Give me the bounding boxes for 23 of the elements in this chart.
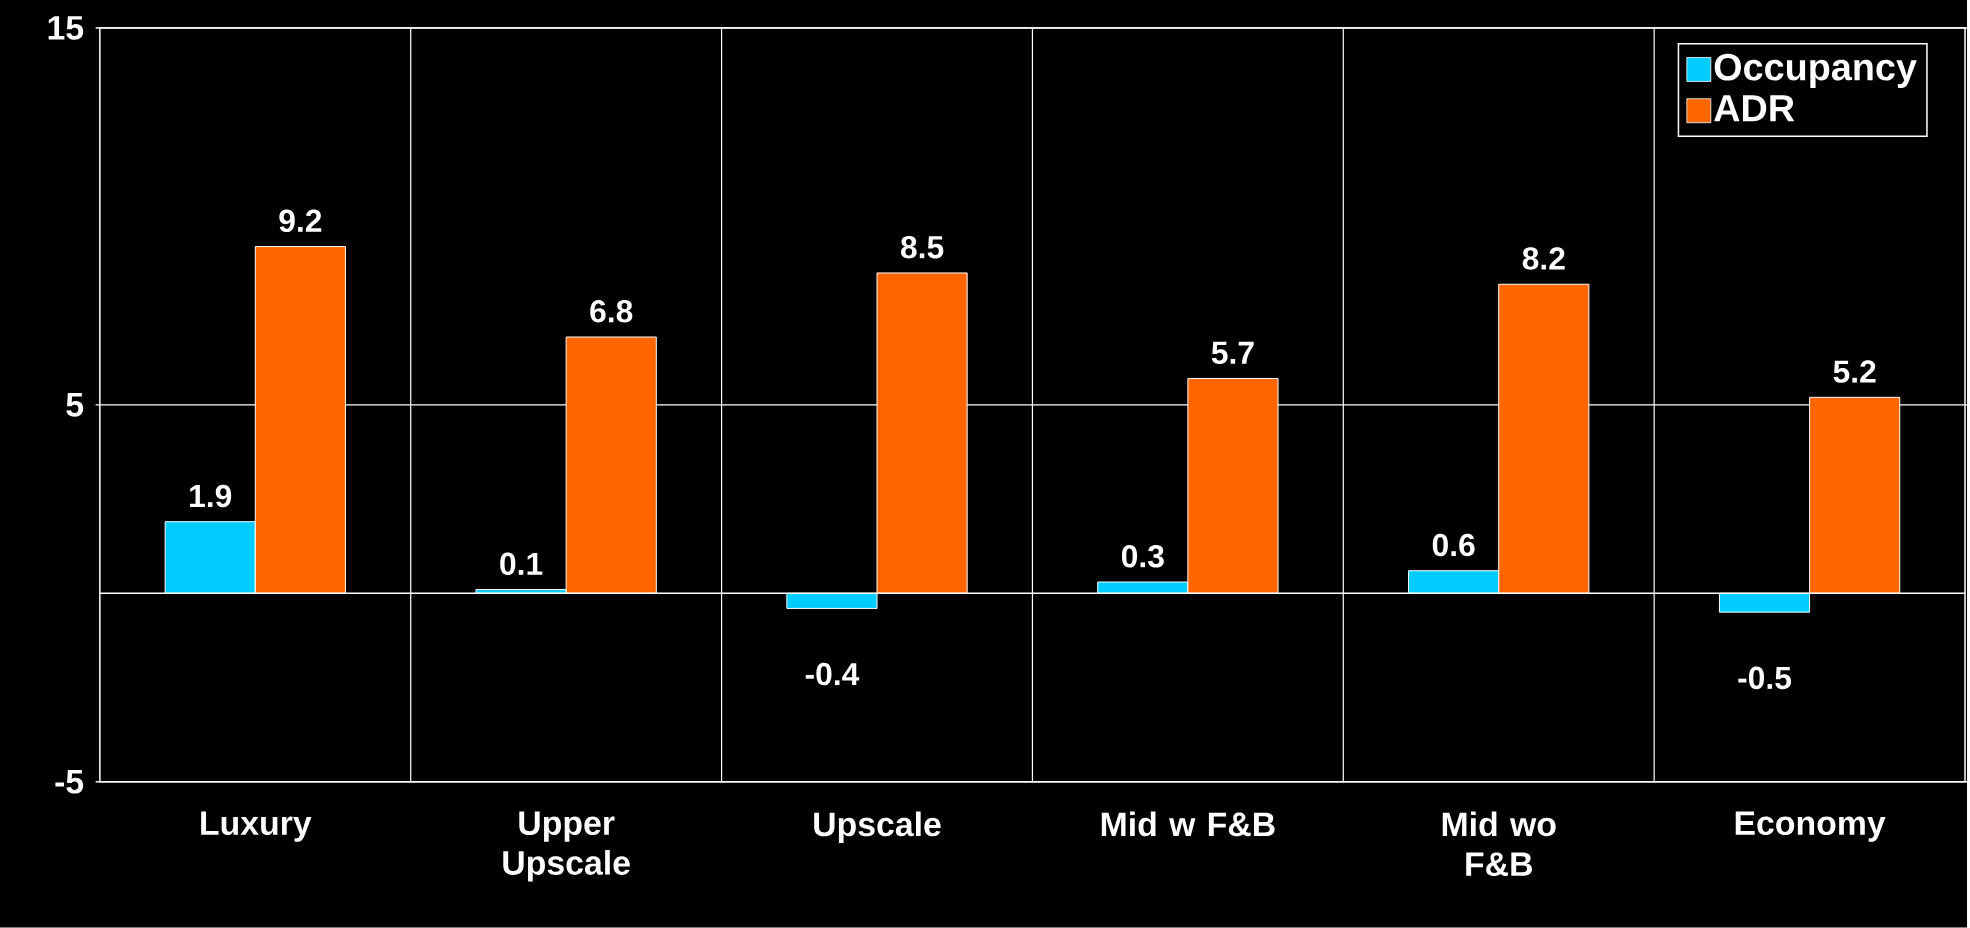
x-tick-label: Mid w F&B bbox=[1101, 811, 1275, 837]
x-tick-label: Upscale bbox=[814, 811, 941, 844]
data-label: 5.2 bbox=[1833, 360, 1876, 384]
x-tick-label: Economy bbox=[1735, 811, 1886, 842]
data-label: -0.5 bbox=[1738, 666, 1792, 690]
x-tick-label: Upper Upscale bbox=[503, 811, 630, 882]
legend-label: Occupancy bbox=[1714, 53, 1917, 89]
data-label: 1.9 bbox=[190, 484, 232, 508]
data-label: 5.7 bbox=[1211, 342, 1254, 365]
data-label: 9.2 bbox=[279, 209, 322, 233]
y-tick-label: -5 bbox=[55, 770, 84, 794]
y-tick-label: 15 bbox=[48, 16, 84, 40]
data-label: 8.5 bbox=[900, 236, 944, 259]
data-label: 0.1 bbox=[500, 552, 543, 576]
data-label: 6.8 bbox=[590, 300, 633, 323]
x-tick-label: Luxury bbox=[201, 811, 312, 842]
data-label: 8.2 bbox=[1522, 247, 1565, 270]
x-tick-label: Mid wo F&B bbox=[1442, 811, 1556, 877]
y-tick-label: 5 bbox=[66, 393, 84, 417]
data-label: 0.3 bbox=[1121, 545, 1164, 568]
data-label: 0.6 bbox=[1432, 533, 1475, 557]
data-label: -0.4 bbox=[805, 663, 860, 686]
legend-label: ADR bbox=[1714, 95, 1795, 122]
